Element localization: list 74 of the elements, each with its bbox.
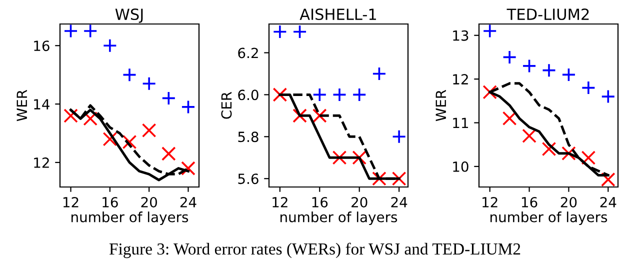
- point: [372, 171, 386, 186]
- point: [562, 68, 576, 82]
- y-axis-title: WER: [16, 90, 27, 122]
- y-axis-title: CER: [221, 92, 232, 119]
- point: [392, 171, 406, 186]
- x-axis-title: number of layers: [490, 212, 608, 225]
- x-tick-label: 20: [352, 196, 368, 208]
- point: [482, 24, 497, 38]
- y-axis-title: WER: [436, 90, 446, 122]
- point: [102, 132, 118, 146]
- x-tick-label: 20: [141, 196, 157, 208]
- point: [522, 58, 536, 74]
- point: [372, 66, 386, 81]
- point: [272, 88, 288, 102]
- point: [272, 24, 288, 39]
- point: [482, 85, 497, 100]
- y-tick-label: 12: [453, 74, 468, 84]
- point: [162, 146, 176, 161]
- point: [83, 24, 98, 38]
- x-tick-label: 12: [63, 196, 78, 208]
- point: [102, 38, 118, 53]
- point: [142, 123, 156, 138]
- point: [292, 24, 307, 39]
- point: [581, 80, 596, 95]
- point: [352, 150, 367, 165]
- caption: Figure 3: Word error rates (WERs) for WSJ and TED-LIUM2: [109, 242, 520, 258]
- y-tick-label: 10: [453, 161, 468, 172]
- chart-title: WSJ: [115, 8, 143, 23]
- point: [502, 50, 517, 64]
- point: [64, 24, 78, 38]
- chart-title: AISHELL-1: [300, 8, 376, 20]
- point: [181, 100, 196, 114]
- x-tick-label: 12: [482, 196, 498, 208]
- x-tick-label: 12: [272, 196, 288, 208]
- x-tick-label: 24: [180, 196, 196, 208]
- x-tick-label: 16: [102, 196, 118, 208]
- x-axis-title: number of layers: [280, 212, 398, 225]
- y-tick-label: 6.0: [238, 90, 258, 100]
- y-tick-label: 6.2: [238, 48, 258, 58]
- point: [122, 68, 137, 82]
- x-tick-label: 24: [391, 196, 408, 208]
- y-tick-label: 14: [34, 99, 50, 110]
- point: [142, 76, 156, 91]
- point: [332, 150, 347, 165]
- point: [600, 172, 616, 187]
- point: [542, 142, 556, 156]
- y-tick-label: 5.8: [238, 132, 258, 142]
- point: [312, 108, 327, 123]
- point: [162, 91, 176, 106]
- point: [502, 111, 517, 126]
- x-axis-title: number of layers: [72, 212, 188, 225]
- x-tick-label: 24: [600, 196, 616, 208]
- point: [332, 88, 347, 102]
- y-tick-label: 5.6: [238, 174, 258, 184]
- point: [581, 150, 596, 165]
- y-tick-label: 16: [34, 40, 50, 52]
- point: [292, 108, 307, 123]
- point: [600, 89, 616, 104]
- x-tick-label: 16: [522, 196, 538, 208]
- point: [312, 88, 327, 102]
- y-tick-label: 13: [453, 30, 468, 41]
- chart-title: TED-LIUM2: [506, 8, 589, 20]
- y-tick-label: 11: [453, 118, 468, 128]
- point: [122, 134, 137, 150]
- point: [392, 130, 406, 144]
- y-tick-label: 12: [34, 157, 49, 168]
- point: [542, 63, 556, 78]
- point: [562, 146, 576, 161]
- point: [64, 108, 78, 123]
- point: [352, 88, 367, 102]
- x-tick-label: 16: [312, 196, 328, 208]
- point: [522, 128, 536, 144]
- point: [181, 161, 196, 176]
- x-tick-label: 20: [560, 196, 577, 208]
